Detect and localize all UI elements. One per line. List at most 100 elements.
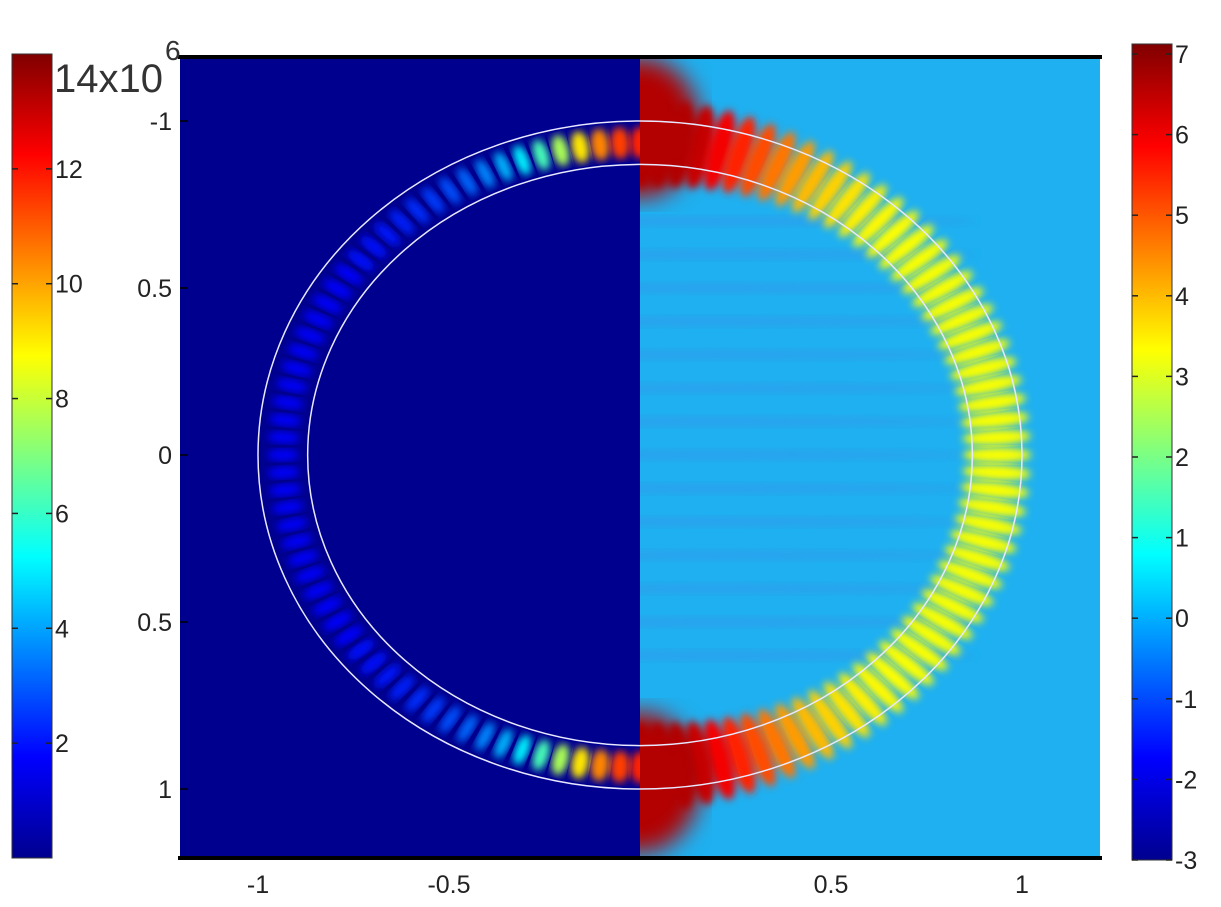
right-colorbar bbox=[1131, 43, 1173, 861]
ring-inner-boundary bbox=[306, 163, 974, 747]
intensity-lobe bbox=[439, 705, 461, 733]
field-lobe bbox=[792, 150, 834, 213]
field-ripple bbox=[640, 282, 977, 294]
field-ripple bbox=[640, 549, 977, 562]
field-ripple bbox=[640, 415, 977, 428]
field-lobe bbox=[775, 141, 815, 207]
field-lobe bbox=[937, 321, 1003, 350]
field-lobe bbox=[823, 682, 870, 738]
field-ripple bbox=[640, 582, 977, 595]
x-tick-label: -0.5 bbox=[427, 871, 470, 899]
field-lobe bbox=[902, 255, 961, 294]
right-colorbar-label: -3 bbox=[1175, 847, 1197, 875]
intensity-lobe bbox=[590, 749, 610, 782]
right-colorbar-label: 6 bbox=[1175, 122, 1189, 150]
right-colorbar-label: 4 bbox=[1175, 283, 1189, 311]
intensity-lobe bbox=[457, 714, 478, 743]
field-lobe bbox=[808, 690, 852, 749]
field-ripple bbox=[640, 348, 977, 361]
field-lobe bbox=[890, 239, 948, 281]
right-field-lobes bbox=[640, 57, 1032, 853]
field-lobe bbox=[852, 663, 904, 713]
left-colorbar-label: 4 bbox=[55, 615, 69, 643]
x-tick-label: -1 bbox=[247, 871, 269, 899]
intensity-lobe bbox=[457, 167, 478, 196]
right-colorbar-label: 7 bbox=[1175, 41, 1189, 69]
intensity-lobe bbox=[405, 198, 429, 224]
field-lobe bbox=[930, 304, 994, 335]
field-lobe bbox=[944, 339, 1010, 365]
intensity-lobe bbox=[266, 449, 299, 461]
field-lobe bbox=[866, 652, 919, 700]
left-colorbar-exponent: 14x10 bbox=[54, 57, 163, 101]
right-colorbar-label: -1 bbox=[1175, 686, 1197, 714]
field-lobe bbox=[912, 603, 973, 639]
y-tick-label: 0 bbox=[158, 442, 172, 470]
field-lobe bbox=[890, 629, 948, 671]
intensity-lobe bbox=[303, 582, 334, 599]
intensity-lobe bbox=[281, 534, 313, 549]
right-colorbar-label: 1 bbox=[1175, 525, 1189, 553]
intensity-lobe bbox=[571, 131, 590, 163]
left-colorbar-exponent-sup: 6 bbox=[165, 35, 181, 66]
intensity-lobe bbox=[269, 413, 302, 427]
field-lobe bbox=[866, 210, 919, 258]
field-lobe bbox=[879, 641, 934, 686]
intensity-lobe bbox=[551, 134, 570, 167]
right-colorbar-label: 5 bbox=[1175, 202, 1189, 230]
intensity-lobe bbox=[294, 327, 326, 344]
field-lobe bbox=[958, 497, 1026, 517]
intensity-lobe bbox=[439, 177, 461, 205]
intensity-lobe bbox=[610, 750, 630, 783]
intensity-lobe bbox=[276, 378, 308, 393]
intensity-lobe bbox=[323, 611, 352, 631]
intensity-lobe bbox=[610, 127, 630, 160]
intensity-lobe bbox=[312, 295, 343, 313]
field-lobe bbox=[740, 123, 776, 197]
intensity-lobe bbox=[374, 222, 401, 246]
field-ripple bbox=[640, 482, 977, 495]
x-tick-label: 1 bbox=[1015, 871, 1029, 899]
field-lobe bbox=[792, 697, 834, 760]
right-colorbar-label: 2 bbox=[1175, 444, 1189, 472]
intensity-lobe bbox=[494, 728, 513, 759]
x-tick-label: 0.5 bbox=[814, 871, 849, 899]
field-ripple bbox=[640, 315, 977, 328]
left-colorbar-label: 10 bbox=[55, 271, 83, 299]
intensity-lobe bbox=[475, 159, 495, 188]
intensity-lobe bbox=[267, 431, 300, 444]
y-tick-label: 0.5 bbox=[137, 609, 172, 637]
intensity-lobe bbox=[272, 500, 304, 514]
intensity-lobe bbox=[267, 466, 300, 479]
field-ripple bbox=[640, 449, 977, 461]
field-lobe bbox=[937, 560, 1003, 589]
field-lobe bbox=[954, 514, 1022, 535]
field-lobe bbox=[950, 530, 1017, 553]
intensity-lobe bbox=[422, 187, 445, 214]
field-lobe bbox=[962, 464, 1031, 481]
intensity-lobe bbox=[532, 739, 550, 771]
field-ripple bbox=[640, 382, 977, 395]
field-lobe bbox=[954, 375, 1022, 396]
intensity-lobe bbox=[303, 311, 334, 328]
intensity-lobe bbox=[532, 139, 550, 171]
intensity-lobe bbox=[287, 550, 319, 566]
intensity-lobe bbox=[389, 675, 415, 700]
hotspot-bottom bbox=[640, 712, 700, 853]
field-lobe bbox=[912, 271, 973, 307]
right-colorbar-label: 0 bbox=[1175, 605, 1189, 633]
intensity-lobe bbox=[312, 597, 343, 615]
field-lobe bbox=[961, 481, 1029, 499]
field-lobe bbox=[963, 447, 1032, 463]
intensity-lobe bbox=[374, 664, 401, 688]
field-lobe bbox=[838, 184, 887, 237]
field-lobe bbox=[757, 131, 796, 201]
intensity-lobe bbox=[281, 361, 313, 376]
hotspot-top bbox=[640, 57, 700, 198]
intensity-lobe bbox=[405, 686, 429, 712]
intensity-lobe bbox=[334, 264, 363, 285]
y-tick-label: 1 bbox=[158, 776, 172, 804]
intensity-lobe bbox=[630, 126, 640, 159]
left-colorbar-label: 8 bbox=[55, 386, 69, 414]
